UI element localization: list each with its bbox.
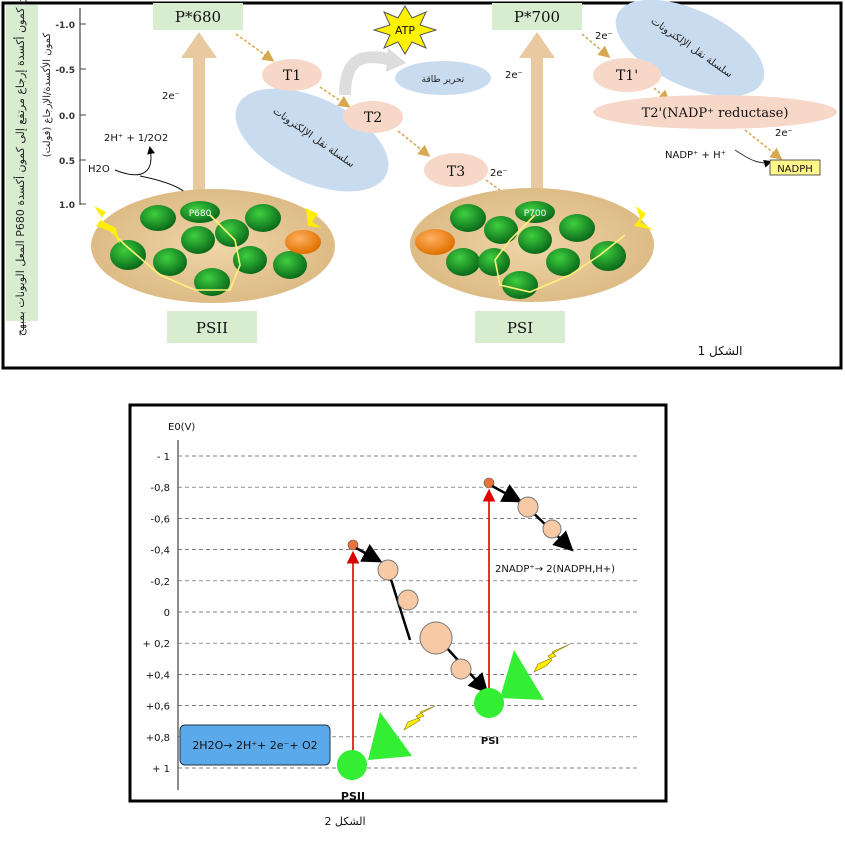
psi-label-box (475, 311, 565, 343)
water-products: 2H⁺ + 1/2O2 (104, 133, 168, 144)
carrier-t1-prime-label: T1' (616, 68, 638, 84)
energy-curved-arrow-head (386, 48, 406, 72)
fig1-tick-label: -1.0 (55, 21, 75, 31)
chain-carrier (419, 621, 453, 655)
energy-curved-arrow (339, 51, 394, 96)
fig2-tick-label: +0,4 (146, 670, 170, 681)
lightning-icon (634, 206, 654, 230)
fig2-tick-label: -0,2 (150, 577, 170, 588)
energy-label: تحرير طاقة (422, 75, 465, 85)
psi-reaction-center (474, 688, 504, 718)
psii-excited-dot (347, 539, 359, 551)
fig2-tick-label: - 1 (157, 452, 170, 463)
nadp-equation: 2NADP⁺→ 2(NADPH,H+) (495, 564, 615, 575)
p680-label: P*680 (175, 8, 221, 26)
figure-1-caption: الشكل 1 (698, 344, 743, 358)
p700-up-arrow (519, 32, 555, 206)
psii-label-box (167, 311, 257, 343)
figure-2-caption: الشكل 2 (324, 815, 365, 828)
side-label: المعل الوبونات بمبهح P680 من كمون أكسدة … (13, 0, 27, 336)
carrier-t1-label: T1 (283, 68, 301, 84)
psi-excited-dot (483, 477, 495, 489)
water-equation-box (179, 724, 331, 766)
psi-label-fig2: PSI (481, 736, 499, 747)
carrier-t2-prime-label: T2'(NADP⁺ reductase) (642, 106, 789, 121)
psi-center-label: P700 (524, 209, 547, 219)
carrier-t1 (262, 59, 322, 91)
energy-cloud (395, 61, 491, 95)
fig2-y-label: E0(V) (168, 422, 195, 433)
carrier-t1-prime (593, 58, 661, 92)
psii-antenna (368, 712, 412, 760)
side-label-box (6, 5, 38, 321)
nadph-box (769, 159, 821, 176)
carrier-t2 (343, 101, 403, 133)
fig1-tick-label: -0.5 (55, 66, 75, 76)
lightning-icon (533, 643, 571, 673)
nadph-label: NADPH (777, 164, 813, 175)
chain-cloud-right (615, 0, 765, 97)
psi-antenna (500, 650, 544, 700)
p700-label: P*700 (514, 8, 560, 26)
e2-label: 2e⁻ (490, 168, 508, 179)
fig2-tick-label: + 0,2 (143, 639, 170, 650)
figure-1: المعل الوبونات بمبهح P680 من كمون أكسدة … (1, 0, 843, 370)
chain-carrier (450, 658, 472, 680)
fig2-tick-label: +0,8 (146, 733, 170, 744)
fig1-ticks: -1.0 -0.5 0.0 0.5 1.0 (55, 21, 86, 211)
e2-label: 2e⁻ (595, 31, 613, 42)
e2-label: 2e⁻ (775, 128, 793, 139)
chain-carrier (377, 559, 399, 581)
chain-carrier (517, 496, 539, 518)
water-label: H2O (88, 164, 110, 175)
carrier-t2-prime (593, 95, 837, 129)
psii-label: PSII (196, 319, 228, 337)
carrier-t2-label: T2 (364, 110, 382, 126)
fig2-tick-label: -0,8 (150, 483, 170, 494)
p680-box (153, 3, 243, 30)
atp-star: ATP (372, 5, 438, 55)
psi-energy-path (494, 214, 626, 293)
fig1-tick-label: 0.0 (59, 112, 75, 122)
psii-spheres (110, 201, 321, 296)
figure-2: E0(V) - 1 -0,8 -0,6 -0,4 -0,2 0 + 0,2 +0,4 +0,6 +… (128, 403, 668, 828)
psii-center-label: P680 (189, 209, 212, 219)
fig1-tick-label: 1.0 (59, 201, 75, 211)
carrier-t3-label: T3 (447, 164, 465, 180)
lightning-icon (306, 208, 322, 228)
chain-carrier (397, 589, 419, 611)
fig2-grid: - 1 -0,8 -0,6 -0,4 -0,2 0 + 0,2 +0,4 +0,6 +0,8 + 1 (143, 452, 640, 775)
nadp-label: NADP⁺ + H⁺ (665, 150, 726, 161)
lightning-icon (403, 705, 436, 731)
p700-box (492, 3, 582, 30)
lightning-icon (94, 206, 120, 244)
axis-title: كمون الأكسدة/الإرجاع (فولت) (40, 32, 53, 157)
fig2-tick-label: -0,4 (150, 546, 170, 557)
fig1-tick-label: 0.5 (59, 157, 75, 167)
psii-label-fig2: PSII (341, 790, 365, 803)
e2-label: 2e⁻ (162, 91, 180, 102)
e2-label: 2e⁻ (505, 70, 523, 81)
psii-reaction-center (337, 750, 367, 780)
water-equation: 2H2O→ 2H⁺+ 2e⁻+ O2 (192, 739, 317, 752)
psi-label: PSI (507, 319, 533, 337)
psii-energy-path (109, 214, 241, 291)
carrier-t3 (424, 153, 488, 187)
fig2-tick-label: +0,6 (146, 702, 170, 713)
p680-up-arrow (181, 32, 217, 206)
atp-label: ATP (395, 24, 415, 37)
fig2-tick-label: + 1 (152, 764, 170, 775)
chain-carrier (542, 519, 562, 539)
fig2-tick-label: 0 (164, 608, 170, 619)
fig2-tick-label: -0,6 (150, 514, 170, 525)
